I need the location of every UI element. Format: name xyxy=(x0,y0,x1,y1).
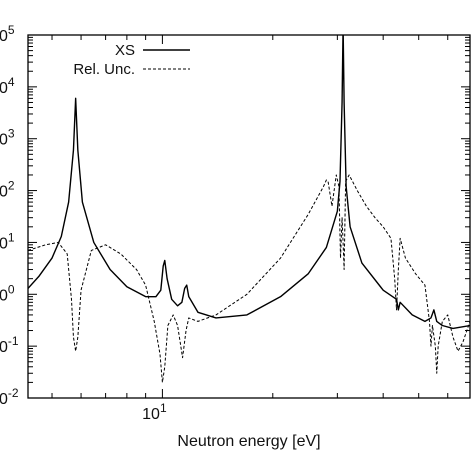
y-tick-label: 04 xyxy=(0,75,15,97)
y-tick-label: 05 xyxy=(0,23,15,45)
legend-label: Rel. Unc. xyxy=(73,61,135,78)
series-layer xyxy=(28,35,470,383)
x-tick-label: 101 xyxy=(142,401,167,423)
y-tick-label: 0-1 xyxy=(0,334,19,356)
y-tick-label: 03 xyxy=(0,127,15,149)
y-tick-labels: 0-2 0-1 00 01 02 03 04 05 xyxy=(0,23,19,408)
y-tick-label: 01 xyxy=(0,230,15,252)
y-tick-label: 02 xyxy=(0,179,15,201)
series-line-xs xyxy=(28,35,470,330)
legend: XS Rel. Unc. xyxy=(73,42,190,78)
x-tick-labels: 101 xyxy=(142,401,167,423)
legend-label: XS xyxy=(115,42,135,59)
y-tick-label: 0-2 xyxy=(0,386,19,408)
axis-ticks xyxy=(28,34,470,399)
plot-frame xyxy=(27,34,471,399)
x-axis-label: Neutron energy [eV] xyxy=(177,433,320,450)
y-tick-label: 00 xyxy=(0,282,15,304)
series-line-rel-unc xyxy=(28,174,470,383)
